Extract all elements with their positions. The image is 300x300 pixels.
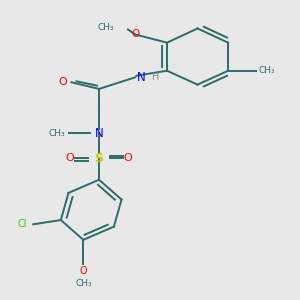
Text: N: N [95, 127, 103, 140]
Text: CH₃: CH₃ [258, 66, 275, 75]
Text: H: H [152, 72, 160, 82]
Text: O: O [80, 266, 87, 276]
Text: CH₃: CH₃ [75, 279, 92, 288]
Text: Cl: Cl [17, 219, 27, 229]
Text: O: O [58, 77, 67, 87]
Text: CH₃: CH₃ [97, 23, 114, 32]
Text: S: S [94, 152, 103, 165]
Text: O: O [66, 153, 74, 163]
Text: CH₃: CH₃ [49, 129, 65, 138]
Text: O: O [131, 29, 139, 39]
Text: O: O [124, 153, 132, 163]
Text: N: N [137, 71, 146, 84]
